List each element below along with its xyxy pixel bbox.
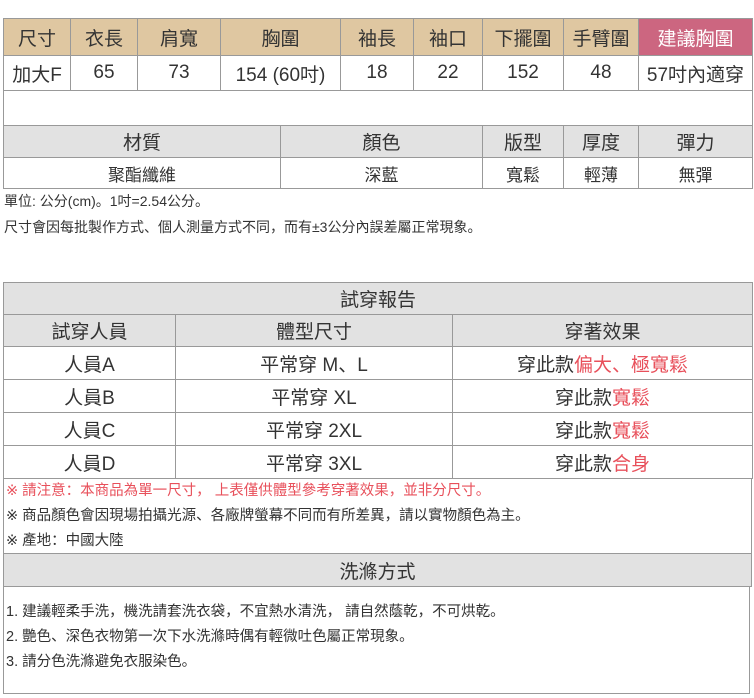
effect-value: 合身 — [612, 453, 651, 475]
cell: 深藍 — [280, 157, 483, 189]
cell: 聚酯纖維 — [3, 157, 281, 189]
cell: 73 — [137, 55, 221, 91]
cell: 152 — [482, 55, 564, 91]
header-cell: 厚度 — [563, 125, 639, 158]
header-cell: 尺寸 — [3, 18, 71, 56]
effect-value: 偏大、極寬鬆 — [574, 354, 689, 376]
cell: 22 — [413, 55, 483, 91]
header-cell: 手臂圍 — [563, 18, 639, 56]
cell: 加大F — [3, 55, 71, 91]
effect-value: 寬鬆 — [612, 420, 651, 442]
effect-prefix: 穿此款 — [554, 420, 612, 442]
body-size: 平常穿 M、L — [175, 346, 453, 380]
color-remark: ※ 商品顏色會因現場拍攝光源、各廠牌螢幕不同而有所差異，請以實物顏色為主。 — [6, 508, 530, 524]
try-on-table: 試穿報告 試穿人員 體型尺寸 穿著效果 人員A 平常穿 M、L 穿此款偏大、極寬鬆 … — [3, 282, 753, 479]
person: 人員A — [3, 346, 176, 380]
try-on-row: 人員D 平常穿 3XL 穿此款合身 — [3, 445, 753, 479]
empty-cell — [3, 90, 753, 126]
unit-note: 單位: 公分(cm)。1吋=2.54公分。 — [4, 193, 209, 209]
header-cell: 穿著效果 — [452, 314, 753, 347]
effect: 穿此款合身 — [452, 445, 753, 479]
cell: 無彈 — [638, 157, 753, 189]
effect-prefix: 穿此款 — [554, 453, 612, 475]
header-cell: 袖長 — [340, 18, 414, 56]
header-cell: 體型尺寸 — [175, 314, 453, 347]
warning-remark: ※ 請注意：本商品為單一尺寸， 上表僅供體型參考穿著效果，並非分尺寸。 — [6, 483, 491, 499]
washing-title-table: 洗滌方式 — [3, 553, 752, 587]
header-cell: 彈力 — [638, 125, 753, 158]
cell: 18 — [340, 55, 414, 91]
cell: 57吋內適穿 — [638, 55, 753, 91]
try-on-row: 人員A 平常穿 M、L 穿此款偏大、極寬鬆 — [3, 346, 753, 380]
header-cell: 顏色 — [280, 125, 483, 158]
try-on-header-row: 試穿人員 體型尺寸 穿著效果 — [3, 314, 753, 347]
effect: 穿此款偏大、極寬鬆 — [452, 346, 753, 380]
washing-item: 3. 請分色洗滌避免衣服染色。 — [6, 654, 197, 670]
header-cell: 胸圍 — [220, 18, 341, 56]
washing-item: 1. 建議輕柔手洗，機洗請套洗衣袋，不宜熱水清洗， 請自然蔭乾，不可烘乾。 — [6, 604, 505, 620]
effect-prefix: 穿此款 — [516, 354, 574, 376]
header-cell: 衣長 — [70, 18, 138, 56]
person: 人員C — [3, 412, 176, 446]
effect: 穿此款寬鬆 — [452, 412, 753, 446]
header-cell: 版型 — [482, 125, 564, 158]
effect: 穿此款寬鬆 — [452, 379, 753, 413]
washing-box: 1. 建議輕柔手洗，機洗請套洗衣袋，不宜熱水清洗， 請自然蔭乾，不可烘乾。 2.… — [3, 586, 750, 694]
washing-title: 洗滌方式 — [3, 553, 752, 587]
header-cell: 材質 — [3, 125, 281, 158]
header-cell-suggested: 建議胸圍 — [638, 18, 753, 56]
body-size: 平常穿 2XL — [175, 412, 453, 446]
washing-item: 2. 艷色、深色衣物第一次下水洗滌時偶有輕微吐色屬正常現象。 — [6, 629, 414, 645]
cell: 48 — [563, 55, 639, 91]
header-cell: 下擺圍 — [482, 18, 564, 56]
size-header-row: 尺寸 衣長 肩寬 胸圍 袖長 袖口 下擺圍 手臂圍 建議胸圍 — [3, 18, 753, 56]
cell: 65 — [70, 55, 138, 91]
size-row: 加大F 65 73 154 (60吋) 18 22 152 48 57吋內適穿 — [3, 55, 753, 91]
header-cell: 試穿人員 — [3, 314, 176, 347]
person: 人員B — [3, 379, 176, 413]
header-cell: 袖口 — [413, 18, 483, 56]
cell: 輕薄 — [563, 157, 639, 189]
try-on-title: 試穿報告 — [3, 282, 753, 315]
tolerance-note: 尺寸會因每批製作方式、個人測量方式不同，而有±3公分內誤差屬正常現象。 — [4, 219, 482, 235]
material-header-row: 材質 顏色 版型 厚度 彈力 — [3, 125, 753, 158]
size-table: 尺寸 衣長 肩寬 胸圍 袖長 袖口 下擺圍 手臂圍 建議胸圍 加大F 65 73… — [3, 18, 753, 126]
empty-row — [3, 90, 753, 126]
effect-prefix: 穿此款 — [554, 387, 612, 409]
effect-value: 寬鬆 — [612, 387, 651, 409]
origin-remark: ※ 產地：中國大陸 — [6, 533, 124, 549]
remarks-box: ※ 請注意：本商品為單一尺寸， 上表僅供體型參考穿著效果，並非分尺寸。 ※ 商品… — [3, 479, 752, 554]
try-on-row: 人員C 平常穿 2XL 穿此款寬鬆 — [3, 412, 753, 446]
material-table: 材質 顏色 版型 厚度 彈力 聚酯纖維 深藍 寬鬆 輕薄 無彈 — [3, 125, 753, 189]
cell: 154 (60吋) — [220, 55, 341, 91]
header-cell: 肩寬 — [137, 18, 221, 56]
cell: 寬鬆 — [482, 157, 564, 189]
body-size: 平常穿 XL — [175, 379, 453, 413]
try-on-row: 人員B 平常穿 XL 穿此款寬鬆 — [3, 379, 753, 413]
body-size: 平常穿 3XL — [175, 445, 453, 479]
material-row: 聚酯纖維 深藍 寬鬆 輕薄 無彈 — [3, 157, 753, 189]
person: 人員D — [3, 445, 176, 479]
